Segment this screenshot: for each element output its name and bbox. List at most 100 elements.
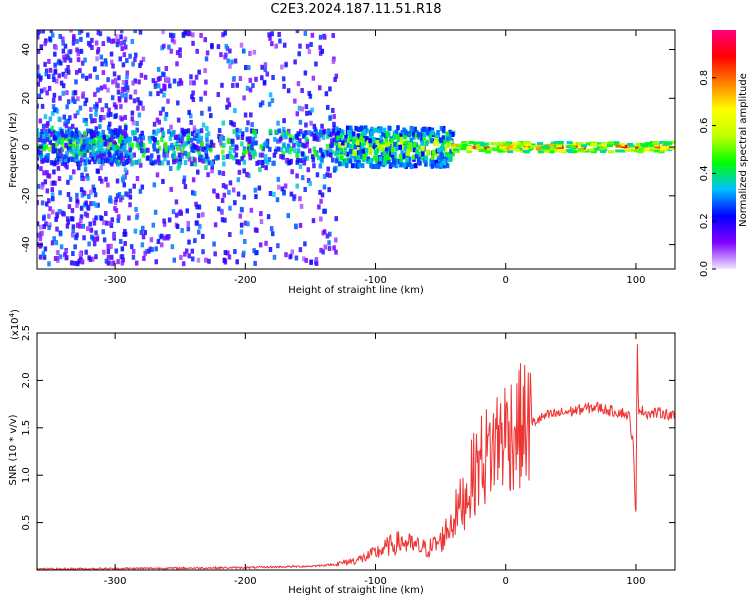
spectrogram-cell [176, 117, 181, 123]
spectrogram-cell [111, 144, 116, 150]
spectrogram-cell [249, 128, 254, 134]
spectrogram-cell [116, 131, 120, 137]
spectrogram-cell [201, 146, 205, 152]
spectrogram-cell [271, 74, 275, 80]
spectrogram-cell [115, 144, 119, 150]
spectrogram-cell [96, 47, 101, 53]
spectrogram-cell [537, 150, 544, 154]
spectrogram-cell [548, 150, 555, 154]
spectrogram-cell [297, 105, 302, 111]
spectrogram-cell [577, 145, 584, 149]
spectrogram-cell [411, 134, 416, 140]
spectrogram-cell [652, 143, 659, 147]
spectrogram-cell [128, 188, 132, 194]
spectrogram-cell [79, 30, 84, 34]
spectrogram-cell [161, 130, 166, 136]
spectrogram-cell [101, 70, 106, 76]
spectrogram-cell [439, 125, 444, 131]
spectrogram-cell [76, 96, 80, 102]
spectrogram-cell [37, 128, 40, 134]
spectrogram-cell [140, 184, 145, 190]
y-tick-label: -20 [21, 188, 32, 204]
spectrogram-cell [344, 134, 348, 140]
spectrogram-cell [281, 154, 285, 160]
spectrogram-cell [174, 158, 179, 164]
spectrogram-cell [84, 97, 89, 103]
spectrogram-cell [106, 243, 110, 249]
spectrogram-cell [155, 172, 160, 178]
spectrogram-cell [220, 217, 225, 223]
spectrogram-cell [41, 123, 46, 129]
spectrogram-cell [364, 148, 369, 154]
spectrogram-cell [141, 225, 145, 231]
spectrogram-cell [164, 146, 168, 152]
spectrogram-cell [503, 141, 510, 145]
spectrogram-cell [281, 131, 285, 137]
spectrogram-cell [394, 161, 399, 167]
spectrogram-cell [278, 136, 283, 142]
spectrogram-cell [221, 155, 226, 161]
spectrogram-cell [279, 146, 284, 152]
y-tick-label: 0 [21, 144, 32, 150]
spectrogram-cell [77, 138, 81, 144]
spectrogram-cell [120, 160, 124, 166]
spectrogram-cell [268, 92, 273, 98]
spectrogram-cell [64, 157, 68, 163]
spectrogram-cell [310, 154, 315, 160]
spectrogram-cell [323, 244, 328, 250]
spectrogram-cell [509, 147, 516, 151]
spectrogram-cell [177, 152, 182, 158]
spectrogram-cell [240, 156, 245, 162]
spectrogram-cell [197, 69, 201, 75]
spectrogram-cell [420, 137, 424, 143]
spectrogram-cell [272, 191, 276, 197]
spectrogram-cell [301, 256, 306, 262]
spectrogram-cell [111, 129, 116, 135]
spectrogram-cell [156, 83, 161, 89]
spectrogram-cell [209, 147, 213, 153]
spectrogram-cell [104, 211, 108, 217]
spectrogram-cell [420, 149, 425, 155]
spectrogram-cell [270, 41, 274, 47]
spectrogram-cell [117, 191, 122, 197]
spectrogram-cell [52, 169, 56, 175]
spectrogram-cell [69, 175, 73, 181]
spectrogram-cell [226, 97, 230, 103]
spectrogram-cell [44, 155, 48, 161]
spectrogram-cell [502, 144, 509, 148]
spectrogram-cell [348, 134, 352, 140]
spectrogram-cell [45, 170, 49, 176]
colorbar-tick-label: 0.8 [699, 70, 710, 86]
spectrogram-cell [239, 42, 244, 48]
spectrogram-cell [379, 134, 384, 140]
spectrogram-cell [254, 76, 258, 82]
spectrogram-cell [141, 234, 146, 240]
spectrogram-cell [97, 145, 101, 151]
spectrogram-cell [53, 134, 57, 140]
spectrogram-cell [451, 143, 458, 147]
spectrogram-cell [231, 187, 236, 193]
spectrogram-cell [334, 158, 339, 164]
spectrogram-cell [118, 138, 122, 144]
spectrogram-cell [163, 142, 168, 148]
spectrogram-cell [44, 38, 48, 44]
spectrogram-cell [323, 208, 328, 214]
spectrogram-cell [75, 192, 79, 198]
spectrogram-cell [330, 138, 334, 144]
spectrogram-cell [246, 65, 251, 71]
spectrogram-cell [172, 78, 177, 84]
spectrogram-cell [39, 44, 44, 50]
spectrogram-cell [94, 254, 98, 260]
spectrogram-cell [91, 131, 96, 137]
spectrogram-cell [386, 155, 391, 161]
spectrogram-cell [415, 149, 419, 155]
spectrogram-cell [451, 131, 455, 137]
spectrogram-cell [161, 178, 165, 184]
spectrogram-cell [53, 51, 57, 57]
spectrogram-cell [348, 146, 353, 152]
spectrogram-cell [121, 257, 125, 263]
spectrogram-cell [228, 63, 232, 69]
spectrogram-cell [135, 120, 139, 126]
spectrogram-cell [68, 144, 72, 150]
spectrogram-cell [92, 217, 96, 223]
